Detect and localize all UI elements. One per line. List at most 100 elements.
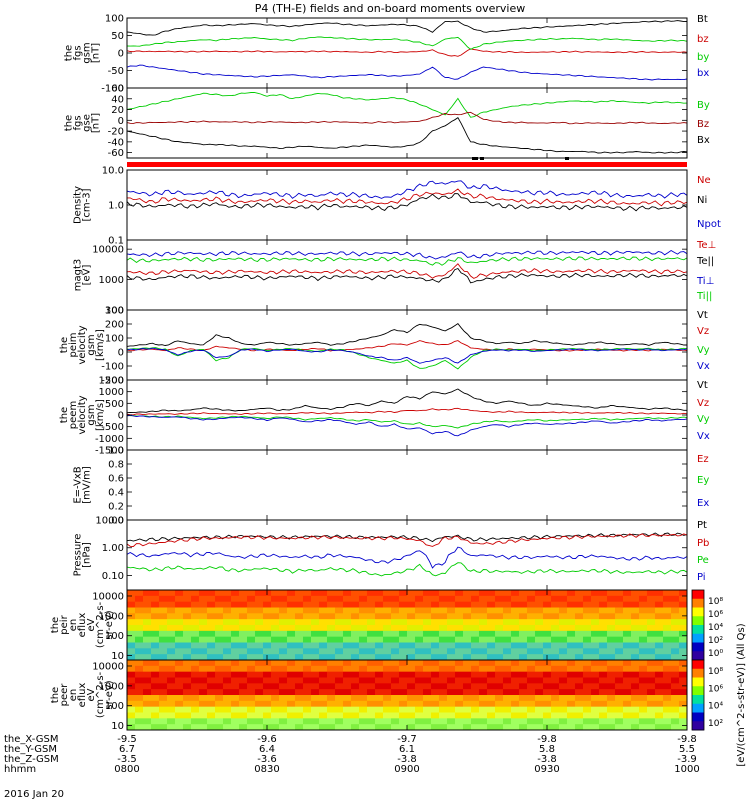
heatmap-cell — [527, 665, 536, 673]
heatmap-cell — [407, 613, 416, 620]
heatmap-cell — [471, 700, 480, 708]
heatmap-cell — [375, 619, 384, 626]
heatmap-cell — [415, 590, 424, 597]
y-axis-label-text: Density[cm-3] — [73, 186, 93, 224]
heatmap-cell — [471, 613, 480, 620]
heatmap-cell — [527, 648, 536, 655]
heatmap-cell — [191, 724, 200, 731]
heatmap-cell — [671, 671, 680, 678]
heatmap-cell — [383, 601, 392, 608]
heatmap-cell — [567, 619, 576, 626]
heatmap-cell — [575, 648, 584, 655]
heatmap-cell — [415, 654, 424, 661]
heatmap-cell — [375, 607, 384, 614]
heatmap-cell — [567, 712, 576, 719]
heatmap-cell — [215, 689, 224, 696]
heatmap-cell — [567, 642, 576, 649]
heatmap-cell — [639, 724, 648, 731]
heatmap-cell — [583, 689, 592, 696]
heatmap-cell — [367, 595, 376, 603]
heatmap-cell — [127, 636, 136, 643]
heatmap-cell — [647, 671, 656, 678]
heatmap-cell — [151, 619, 160, 626]
heatmap-cell — [175, 665, 184, 673]
heatmap-cell — [279, 706, 288, 713]
heatmap-cell — [431, 636, 440, 643]
heatmap-cell — [199, 718, 208, 725]
heatmap-cell — [319, 683, 328, 690]
heatmap-cell — [535, 613, 544, 620]
heatmap-cell — [183, 718, 192, 725]
heatmap-cell — [647, 607, 656, 614]
heatmap-cell — [343, 700, 352, 708]
heatmap-cell — [559, 619, 568, 626]
heatmap-cell — [399, 712, 408, 719]
heatmap-cell — [159, 712, 168, 719]
heatmap-cell — [327, 718, 336, 725]
heatmap-cell — [559, 607, 568, 614]
heatmap-cell — [231, 689, 240, 696]
legend-label: Ex — [697, 498, 709, 509]
heatmap-cell — [559, 648, 568, 655]
heatmap-cell — [599, 601, 608, 608]
heatmap-cell — [135, 665, 144, 673]
heatmap-cell — [247, 654, 256, 661]
heatmap-cell — [431, 590, 440, 597]
heatmap-cell — [247, 630, 256, 638]
heatmap-cell — [231, 648, 240, 655]
heatmap-cell — [175, 613, 184, 620]
heatmap-cell — [599, 630, 608, 638]
heatmap-cell — [487, 712, 496, 719]
heatmap-cell — [535, 630, 544, 638]
heatmap-cell — [351, 630, 360, 638]
heatmap-cell — [295, 660, 304, 667]
heatmap-cell — [167, 654, 176, 661]
heatmap-cell — [239, 642, 248, 649]
heatmap-cell — [351, 625, 360, 632]
heatmap-cell — [431, 689, 440, 696]
heatmap-cell — [479, 607, 488, 614]
x-axis-value: 5.8 — [539, 744, 555, 755]
heatmap-cell — [631, 636, 640, 643]
heatmap-cell — [215, 660, 224, 667]
heatmap-cell — [471, 601, 480, 608]
heatmap-cell — [463, 619, 472, 626]
heatmap-cell — [191, 619, 200, 626]
heatmap-cell — [343, 718, 352, 725]
heatmap-cell — [463, 601, 472, 608]
y-axis-label-text: thepeimvelocitygsm[km/s] — [59, 325, 106, 364]
heatmap-cell — [319, 695, 328, 702]
heatmap-cell — [167, 706, 176, 713]
y-tick-label: -1500 — [95, 446, 124, 457]
heatmap-cell — [143, 671, 152, 678]
heatmap-cell — [327, 607, 336, 614]
heatmap-cell — [151, 601, 160, 608]
y-axis-label-text: Pressure[nPa] — [73, 534, 93, 577]
heatmap-cell — [495, 689, 504, 696]
heatmap-cell — [295, 689, 304, 696]
heatmap-cell — [567, 695, 576, 702]
heatmap-cell — [391, 712, 400, 719]
heatmap-cell — [159, 654, 168, 661]
heatmap-cell — [543, 601, 552, 608]
heatmap-cell — [559, 712, 568, 719]
heatmap-cell — [599, 660, 608, 667]
legend-label: By — [697, 100, 710, 111]
heatmap-cell — [551, 590, 560, 597]
heatmap-cell — [367, 654, 376, 661]
heatmap-cell — [415, 700, 424, 708]
heatmap-cell — [247, 671, 256, 678]
heatmap-cell — [623, 636, 632, 643]
heatmap-cell — [207, 700, 216, 708]
heatmap-cell — [439, 595, 448, 603]
y-tick-label: 100 — [105, 334, 124, 345]
heatmap-cell — [647, 665, 656, 673]
heatmap-cell — [615, 636, 624, 643]
heatmap-cell — [623, 665, 632, 673]
heatmap-cell — [527, 630, 536, 638]
heatmap-cell — [303, 677, 312, 684]
heatmap-cell — [655, 642, 664, 649]
heatmap-cell — [223, 683, 232, 690]
heatmap-cell — [607, 718, 616, 725]
heatmap-cell — [271, 613, 280, 620]
